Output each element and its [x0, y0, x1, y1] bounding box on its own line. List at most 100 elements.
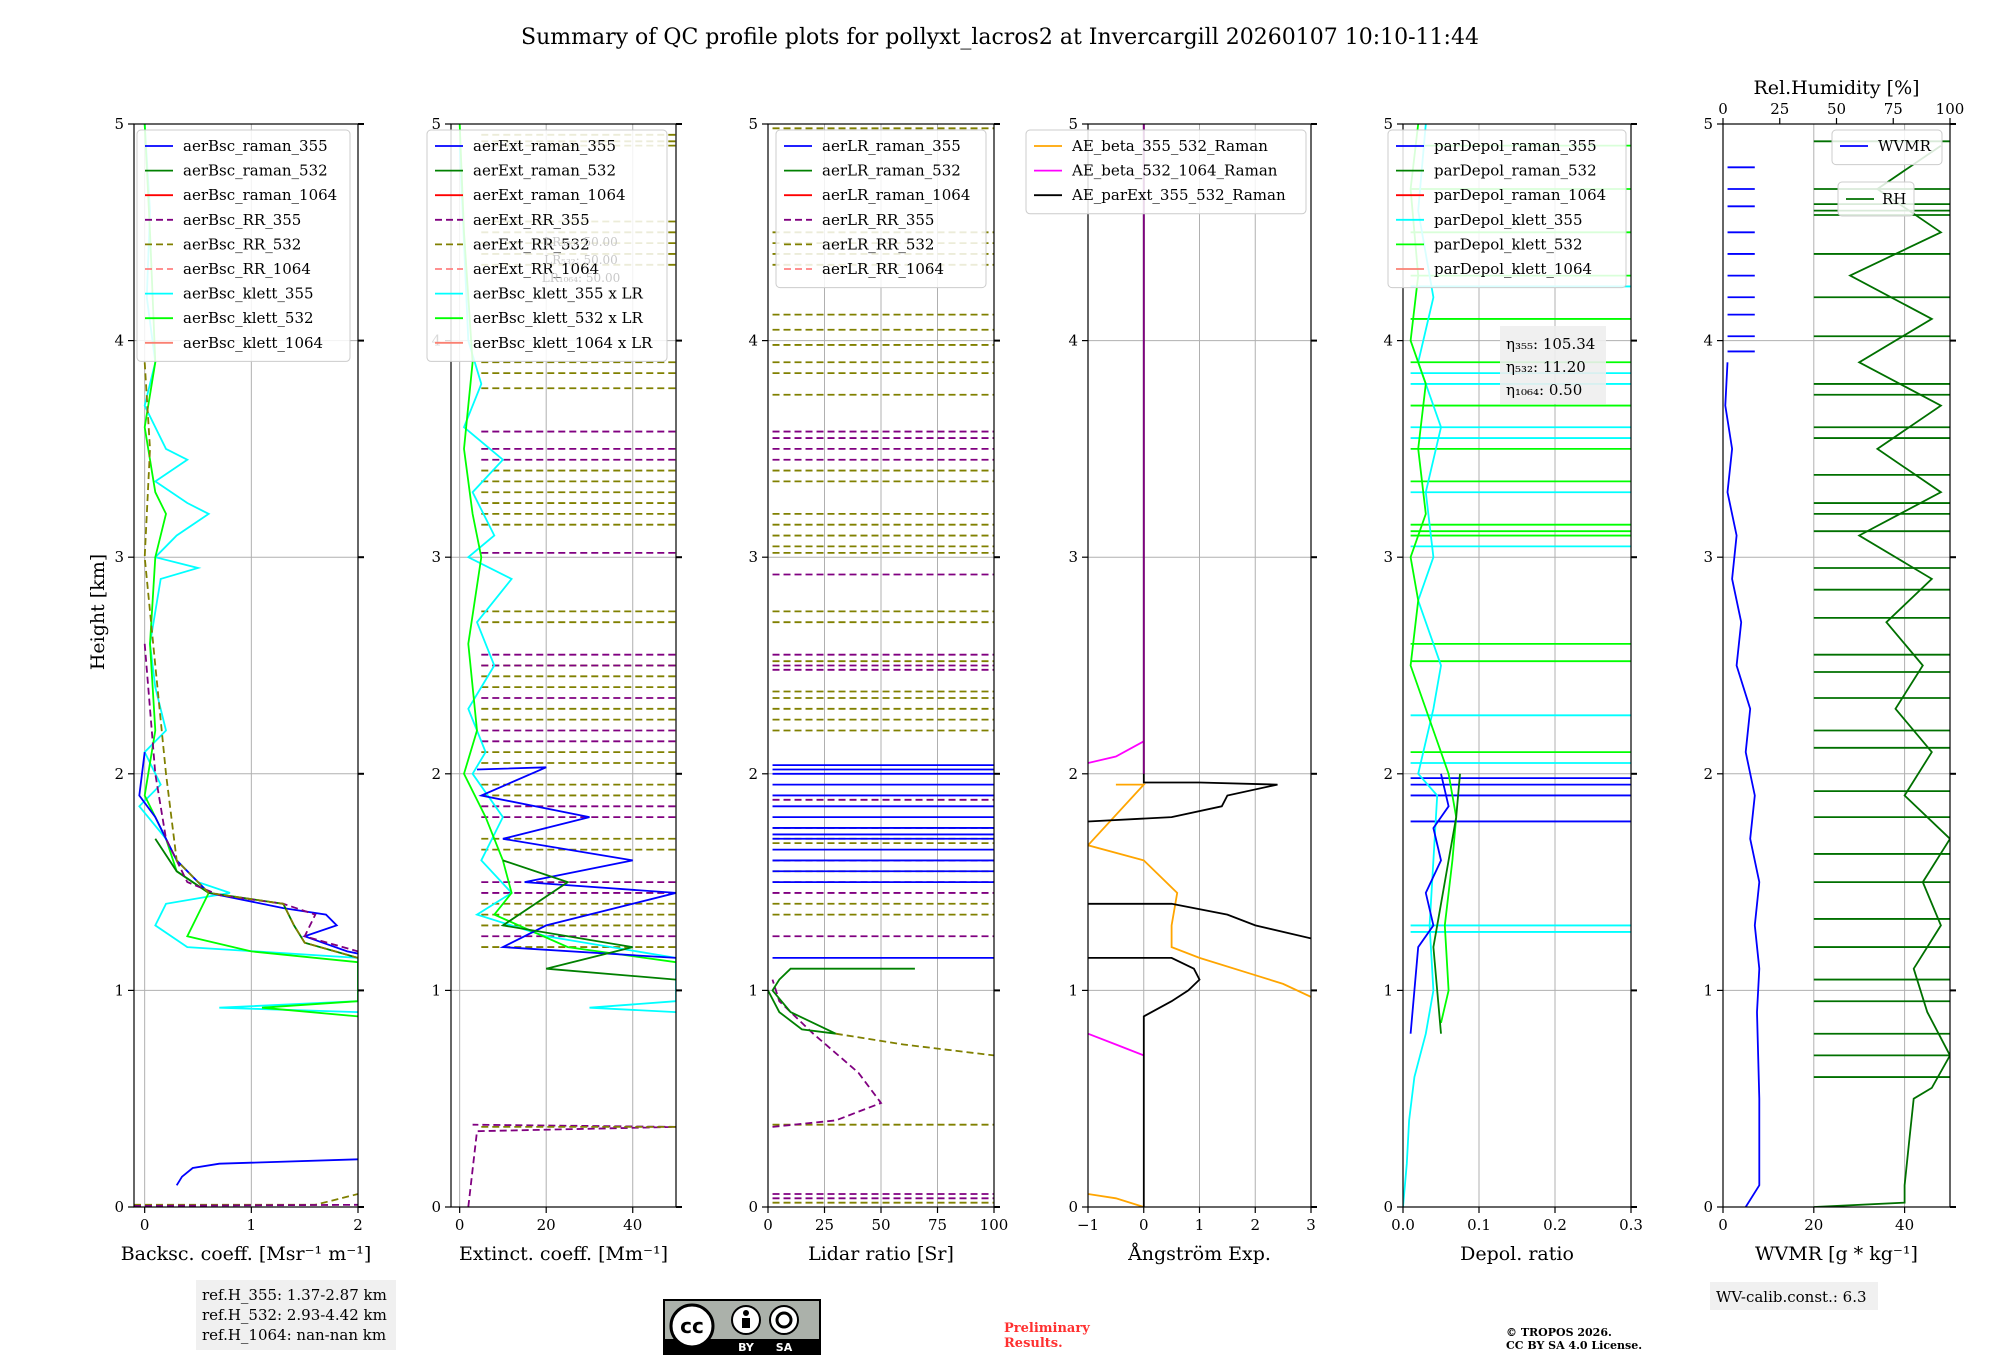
- legend-entry: aerBsc_klett_1064 x LR: [473, 334, 653, 352]
- y-tick-label: 0: [1703, 1198, 1713, 1216]
- y-tick-label: 4: [748, 332, 758, 350]
- x-tick-label: 2: [1250, 1216, 1260, 1234]
- series-parDepol_klett_532: [1409, 124, 1458, 1024]
- legend-ae: AE_beta_355_532_Raman AE_beta_532_1064_Ra…: [1025, 129, 1307, 215]
- series-aerBsc_raman_355_low: [175, 1158, 358, 1186]
- legend-box: [1025, 129, 1307, 215]
- figure-title: Summary of QC profile plots for pollyxt_…: [521, 25, 1479, 50]
- y-tick-label: 0: [748, 1198, 758, 1216]
- legend-entry: parDepol_raman_355: [1434, 137, 1597, 155]
- x-tick-label: 1: [1195, 1216, 1205, 1234]
- series-aerBsc_RR_near: [134, 1193, 358, 1206]
- cc-icon: [669, 1303, 715, 1349]
- series-aerBsc_RR_355_near: [134, 1203, 358, 1207]
- y-tick-label: 2: [1383, 765, 1393, 783]
- y-tick-label: 5: [1383, 115, 1393, 133]
- x-tick-label: 0.3: [1619, 1216, 1643, 1234]
- y-tick-label: 3: [748, 548, 758, 566]
- panel-lr: 0 25 50 75 100 0 1 2 3 4 5 Lidar ratio [Sr] aerLR_ra…: [748, 115, 1008, 1265]
- legend-entry: aerExt_RR_355: [473, 211, 590, 229]
- y-tick-label: 4: [114, 332, 124, 350]
- y-tick-label: 3: [1703, 548, 1713, 566]
- legend-entry: aerBsc_klett_355 x LR: [473, 285, 644, 303]
- legend-entry: aerExt_raman_532: [473, 162, 616, 180]
- y-tick-label: 2: [114, 765, 124, 783]
- top-x-tick-label: 50: [1827, 100, 1846, 118]
- legend-entry: AE_beta_532_1064_Raman: [1071, 162, 1278, 180]
- legend-entry: aerBsc_klett_532: [183, 309, 314, 327]
- y-tick-label: 4: [1068, 332, 1078, 350]
- legend-entry: aerExt_raman_355: [473, 137, 616, 155]
- series-aerBsc_klett_355: [138, 124, 358, 1013]
- y-tick-label: 3: [1383, 548, 1393, 566]
- ref-h-532: ref.H_532: 2.93-4.42 km: [202, 1306, 387, 1324]
- legend-entry: aerBsc_raman_355: [183, 137, 328, 155]
- series-AE_parExt_355_532_Raman: [1088, 124, 1278, 823]
- ref-heights-box: ref.H_355: 1.37-2.87 km ref.H_532: 2.93-…: [196, 1280, 396, 1350]
- top-x-tick-label: 75: [1884, 100, 1903, 118]
- eta-label: η₁₀₆₄: 0.50: [1506, 381, 1582, 399]
- y-tick-label: 5: [748, 115, 758, 133]
- eta-label: η₃₅₅: 105.34: [1506, 335, 1595, 353]
- lr-setting-label: LR₃₅₅: 50.00: [544, 235, 618, 249]
- legend-entry: aerLR_RR_1064: [822, 260, 944, 278]
- series-AE_beta_355_532_Raman_low: [1088, 1193, 1145, 1207]
- cc-text: cc: [680, 1314, 704, 1338]
- legend-entry: aerBsc_klett_1064: [183, 334, 323, 352]
- legend-bsc: aerBsc_raman_355 aerBsc_raman_532 aerBsc_r…: [136, 129, 351, 362]
- plot-area-ae: [1088, 124, 1311, 1207]
- wv-calib-box: [1710, 1282, 1878, 1310]
- legend-entry: aerBsc_raman_532: [183, 162, 328, 180]
- series-aerExt_raman_532: [500, 859, 676, 981]
- x-tick-label: −1: [1077, 1216, 1099, 1234]
- legend-box: [1387, 129, 1627, 289]
- x-tick-label: 20: [1804, 1216, 1823, 1234]
- y-tick-label: 3: [1068, 548, 1078, 566]
- y-tick-label: 1: [1703, 981, 1713, 999]
- y-tick-label: 5: [114, 115, 124, 133]
- legend-box: [426, 129, 668, 362]
- legend-entry: parDepol_klett_532: [1434, 235, 1583, 253]
- legend-entry: aerLR_raman_1064: [822, 186, 970, 204]
- x-axis-label: Extinct. coeff. [Mm⁻¹]: [459, 1243, 668, 1265]
- x-tick-label: 40: [1895, 1216, 1914, 1234]
- y-tick-label: 4: [1703, 332, 1713, 350]
- x-tick-label: 0.1: [1467, 1216, 1491, 1234]
- y-tick-label: 1: [1383, 981, 1393, 999]
- x-tick-label: 0: [140, 1216, 150, 1234]
- lr-setting-label: LR₁₀₆₄: 50.00: [542, 271, 620, 285]
- x-tick-label: 1: [247, 1216, 257, 1234]
- series-parDepol_raman_355: [1409, 773, 1450, 1034]
- legend-entry: AE_beta_355_532_Raman: [1071, 137, 1268, 155]
- series-parDepol_raman_532: [1432, 773, 1461, 1034]
- legend-entry: aerBsc_raman_1064: [183, 186, 337, 204]
- y-tick-label: 3: [114, 548, 124, 566]
- legend-entry: aerBsc_klett_532 x LR: [473, 309, 644, 327]
- legend-entry: aerLR_RR_532: [822, 235, 934, 253]
- preliminary-line1: Preliminary: [1004, 1321, 1090, 1336]
- top-x-tick-label: 0: [1718, 100, 1728, 118]
- y-tick-label: 1: [431, 981, 441, 999]
- panel-wv: 0 20 40 0 1 2 3 4 5 WVMR [g * kg⁻¹] 0 25 50 75 100 Rel.…: [1703, 77, 1964, 1310]
- legend-lr: aerLR_raman_355 aerLR_raman_532 aerLR_rama…: [775, 129, 987, 289]
- x-tick-label: 75: [928, 1216, 947, 1234]
- series-aerBsc_raman_532: [154, 838, 358, 959]
- legend-box: [136, 129, 351, 362]
- wv-calib-label: WV-calib.const.: 6.3: [1716, 1288, 1867, 1306]
- eta-label: η₅₃₂: 11.20: [1506, 358, 1586, 376]
- legend-entry: aerBsc_RR_532: [183, 235, 301, 253]
- legend-box: [775, 129, 987, 289]
- x-axis-label: Lidar ratio [Sr]: [808, 1243, 954, 1265]
- top-x-tick-label: 25: [1770, 100, 1789, 118]
- x-tick-label: 0: [1139, 1216, 1149, 1234]
- legend-entry: aerLR_raman_532: [822, 162, 961, 180]
- legend-entry: AE_parExt_355_532_Raman: [1071, 186, 1286, 204]
- series-AE_parExt_355_532_Raman_low: [1088, 957, 1201, 1207]
- y-tick-label: 1: [1068, 981, 1078, 999]
- series-aerLR_RR_532_curve: [835, 1032, 994, 1057]
- series-aerBsc_RR_355: [143, 643, 358, 953]
- x-axis-label: Backsc. coeff. [Msr⁻¹ m⁻¹]: [121, 1243, 372, 1265]
